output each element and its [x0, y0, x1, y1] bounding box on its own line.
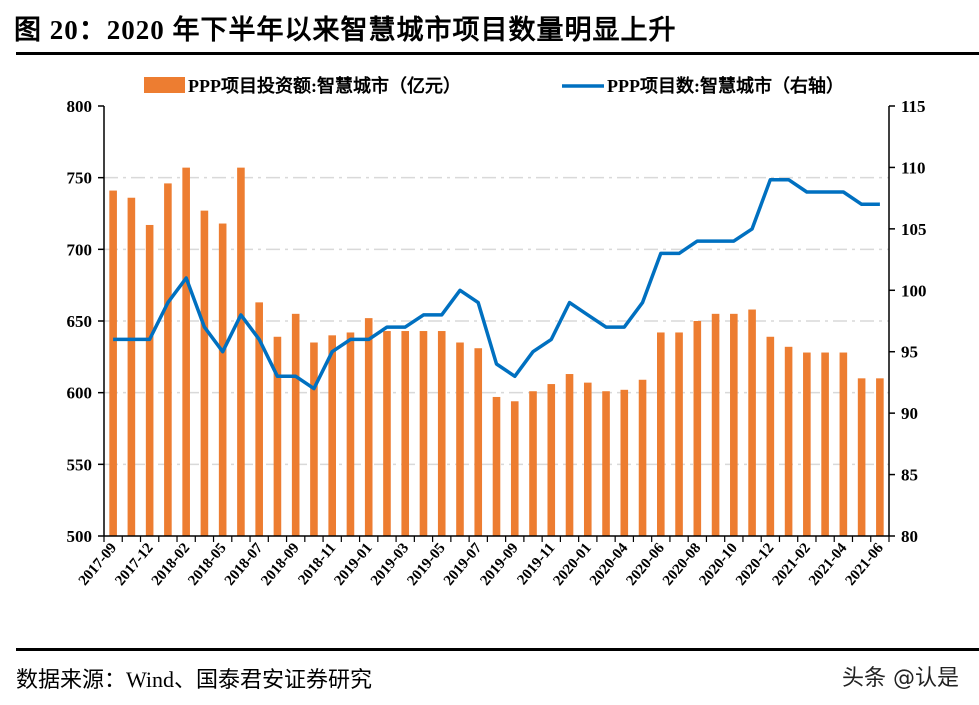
bar: [821, 352, 829, 536]
bar: [273, 336, 282, 536]
x-axis-tick-label: 2020-06: [623, 540, 668, 589]
bar: [328, 335, 336, 536]
x-axis-tick-label: 2021-04: [806, 540, 851, 589]
bar: [510, 401, 519, 536]
x-axis-tick-label: 2019-05: [404, 540, 448, 589]
x-axis-tick-label: 2018-05: [185, 540, 229, 589]
right-axis-tick-label: 100: [901, 281, 927, 300]
left-axis-tick-label: 750: [67, 169, 93, 188]
x-axis-tick-label: 2019-01: [331, 540, 375, 589]
left-axis-tick-label: 600: [67, 384, 93, 403]
right-axis-tick-label: 110: [901, 158, 926, 177]
footer-rule: [16, 648, 979, 651]
bar: [291, 313, 300, 536]
bar: [876, 378, 884, 536]
chart-title: 图 20：2020 年下半年以来智慧城市项目数量明显上升: [14, 15, 677, 45]
bar: [693, 321, 702, 536]
bar: [748, 309, 756, 536]
legend-label-bar: PPP项目投资额:智慧城市（亿元）: [188, 75, 461, 96]
bar: [474, 348, 483, 536]
bar: [784, 346, 793, 536]
bar: [109, 190, 117, 537]
bar: [127, 197, 136, 536]
right-axis-tick-label: 80: [901, 527, 918, 546]
left-axis-tick-label: 800: [67, 97, 93, 116]
left-axis-tick-label: 700: [67, 240, 93, 259]
bar: [657, 332, 665, 536]
bar: [547, 384, 556, 536]
legend-label-line: PPP项目数:智慧城市（右轴）: [607, 75, 844, 96]
x-axis-tick-label: 2019-11: [514, 540, 558, 588]
bar: [638, 379, 647, 536]
source-note: 数据来源：Wind、国泰君安证券研究: [16, 667, 372, 692]
legend-swatch-bar: [144, 77, 185, 93]
right-axis-tick-label: 85: [901, 466, 918, 485]
x-axis-tick-label: 2018-02: [149, 540, 193, 589]
title-rule: [16, 52, 979, 55]
x-axis-tick-label: 2021-02: [770, 540, 814, 589]
left-axis-tick-label: 650: [67, 312, 93, 331]
x-axis-tick-label: 2018-09: [258, 540, 302, 589]
bar: [492, 396, 501, 536]
bar: [839, 352, 848, 536]
x-axis-tick-label: 2020-08: [660, 540, 704, 589]
bar: [401, 331, 410, 536]
bar: [255, 302, 263, 536]
right-axis-tick-label: 95: [901, 343, 918, 362]
series-line-project-count: [113, 177, 880, 391]
bar: [711, 313, 720, 536]
bar: [565, 374, 574, 536]
bar: [602, 391, 610, 536]
x-axis-tick-label: 2017-12: [112, 540, 156, 589]
bar: [310, 342, 318, 536]
bar: [182, 167, 190, 536]
left-axis-tick-label: 550: [67, 455, 93, 474]
right-axis-tick-label: 105: [901, 220, 927, 239]
bar: [766, 336, 775, 536]
x-axis-tick-label: 2020-04: [587, 540, 632, 589]
bar: [675, 332, 683, 536]
bar: [145, 224, 154, 536]
bar: [529, 391, 537, 536]
x-axis-tick-label: 2017-09: [76, 540, 120, 589]
x-axis-tick-label: 2020-10: [696, 540, 740, 589]
bar: [237, 167, 245, 536]
left-axis-tick-label: 500: [67, 527, 93, 546]
bar: [620, 389, 629, 536]
watermark: 头条 @认是: [842, 666, 959, 691]
bar: [164, 183, 172, 536]
bar: [730, 313, 738, 536]
x-axis-tick-label: 2020-12: [733, 540, 777, 589]
right-axis-tick-label: 90: [901, 404, 918, 423]
x-axis-tick-label: 2019-09: [477, 540, 521, 589]
bar: [857, 378, 866, 536]
bar: [583, 382, 592, 536]
bar: [346, 332, 355, 536]
x-axis-tick-label: 2018-11: [295, 540, 339, 588]
bar: [218, 223, 227, 537]
bar: [803, 352, 811, 536]
right-axis-tick-label: 115: [901, 97, 926, 116]
x-axis-tick-label: 2021-06: [843, 540, 888, 589]
x-axis-tick-label: 2018-07: [222, 540, 267, 589]
bar: [419, 331, 428, 536]
x-axis-tick-label: 2020-01: [550, 540, 594, 589]
bar: [383, 331, 391, 536]
x-axis-tick-label: 2019-07: [441, 540, 486, 589]
legend: PPP项目投资额:智慧城市（亿元） PPP项目数:智慧城市（右轴）: [144, 75, 844, 96]
x-axis-tick-label: 2019-03: [368, 540, 412, 589]
bar: [364, 318, 373, 536]
bar: [437, 331, 446, 536]
bar: [456, 342, 464, 536]
bar: [200, 210, 209, 536]
